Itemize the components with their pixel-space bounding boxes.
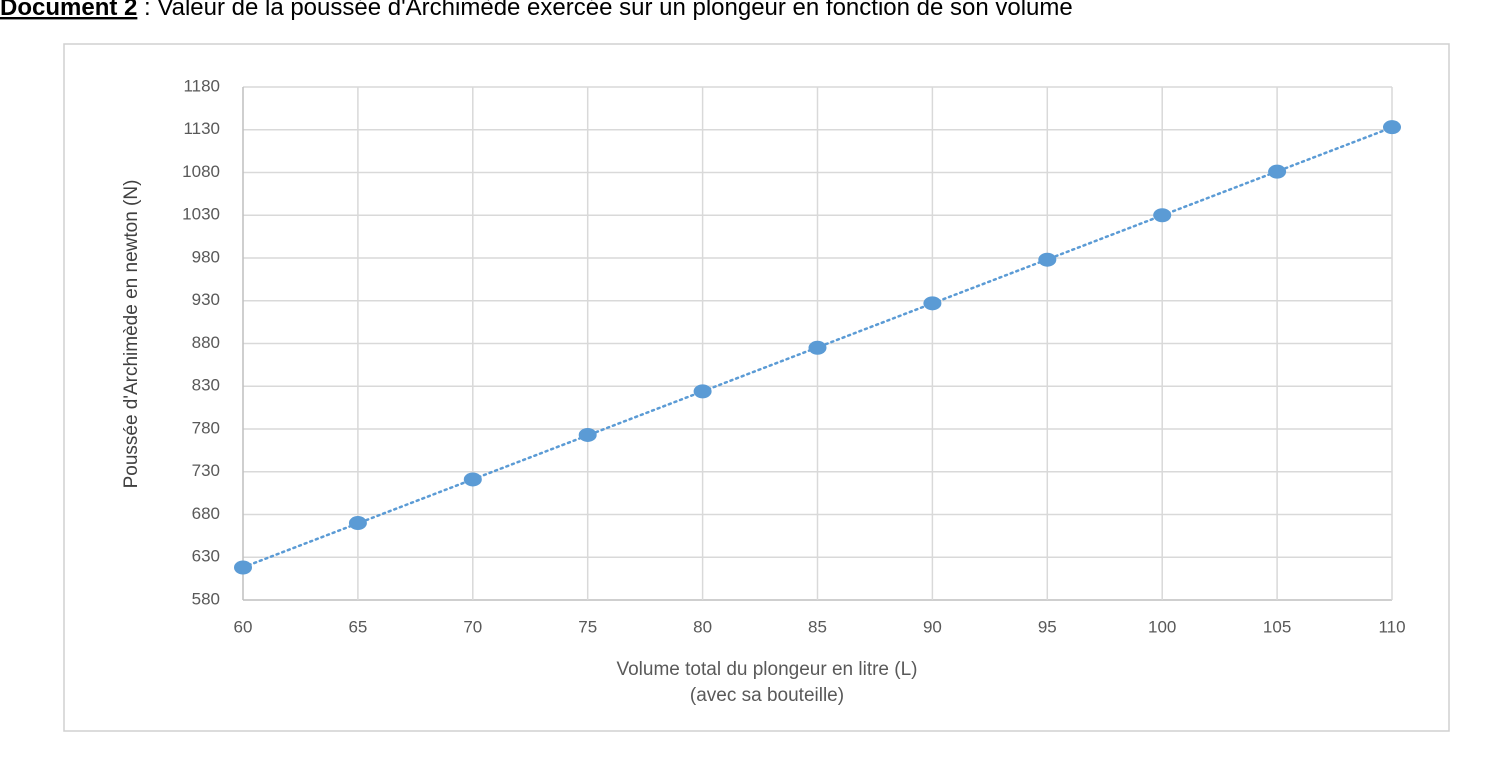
y-tick-label: 680 bbox=[192, 504, 220, 523]
y-tick-label: 780 bbox=[192, 418, 220, 437]
y-tick-label: 580 bbox=[192, 589, 220, 608]
y-tick-label: 930 bbox=[192, 290, 220, 309]
chart-border bbox=[63, 43, 1450, 732]
x-tick-label: 70 bbox=[463, 617, 482, 636]
y-tick-label: 730 bbox=[192, 461, 220, 480]
x-axis-title: Volume total du plongeur en litre (L) bbox=[616, 659, 917, 680]
x-tick-label: 105 bbox=[1263, 617, 1291, 636]
data-point bbox=[1153, 208, 1172, 223]
data-point bbox=[1268, 164, 1287, 179]
data-point bbox=[693, 384, 712, 399]
y-tick-label: 980 bbox=[192, 247, 220, 266]
y-tick-label: 1180 bbox=[183, 76, 220, 95]
data-point bbox=[578, 427, 597, 442]
y-axis-title: Poussée d'Archimède en newton (N) bbox=[121, 180, 142, 489]
data-point bbox=[808, 340, 827, 355]
x-axis-title: (avec sa bouteille) bbox=[690, 685, 844, 706]
x-tick-label: 75 bbox=[578, 617, 597, 636]
y-tick-label: 630 bbox=[192, 547, 220, 566]
heading-label: Document 2 bbox=[0, 0, 137, 21]
data-point bbox=[1038, 252, 1057, 267]
x-tick-label: 60 bbox=[234, 617, 253, 636]
x-tick-label: 65 bbox=[348, 617, 367, 636]
y-tick-label: 1130 bbox=[183, 119, 220, 138]
data-point bbox=[234, 560, 252, 575]
y-tick-label: 1080 bbox=[182, 162, 220, 181]
x-tick-label: 110 bbox=[1378, 617, 1405, 636]
x-tick-label: 90 bbox=[923, 617, 942, 636]
data-point bbox=[348, 516, 367, 531]
data-point bbox=[923, 296, 942, 311]
data-point bbox=[1383, 120, 1401, 135]
x-tick-label: 100 bbox=[1148, 617, 1176, 636]
y-tick-label: 830 bbox=[192, 376, 220, 395]
data-point bbox=[463, 472, 482, 487]
y-tick-label: 880 bbox=[192, 333, 220, 352]
y-tick-label: 1030 bbox=[182, 205, 220, 224]
heading: Document 2 : Valeur de la poussée d'Arch… bbox=[0, 0, 1073, 21]
x-tick-label: 85 bbox=[808, 617, 827, 636]
heading-text: : Valeur de la poussée d'Archimède exerc… bbox=[137, 0, 1072, 21]
x-tick-label: 80 bbox=[693, 617, 712, 636]
x-tick-label: 95 bbox=[1038, 617, 1057, 636]
